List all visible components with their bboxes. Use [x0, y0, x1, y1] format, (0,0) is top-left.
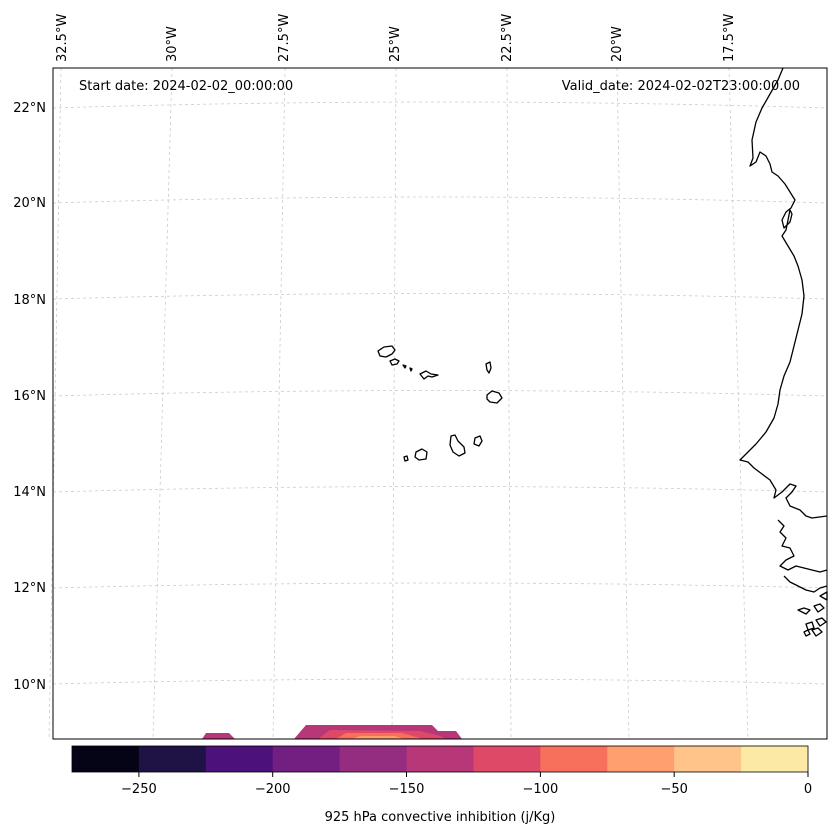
- cb-tick-label: −200: [255, 782, 291, 797]
- lon-label-30w: 30°W: [165, 26, 180, 62]
- colorbar-ticks: −250 −200 −150 −100 −50 0: [121, 772, 812, 797]
- colorbar-segment: [406, 746, 474, 772]
- colorbar-segment: [674, 746, 742, 772]
- lon-label-20w: 20°W: [610, 26, 625, 62]
- grid-lat-18: [52, 293, 828, 300]
- cin-patch-inner-3: [352, 736, 404, 739]
- bijagos-islands: [797, 591, 828, 637]
- island-branco: [409, 367, 413, 372]
- map-background: [53, 68, 827, 739]
- grid-lat-12: [52, 582, 828, 589]
- island-sal: [485, 361, 492, 374]
- lon-label-27-5w: 27.5°W: [277, 14, 292, 62]
- cb-tick-label: −250: [121, 782, 157, 797]
- island-fogo: [414, 448, 428, 461]
- colorbar-segment: [72, 746, 140, 772]
- grid-lon-32-5: [48, 67, 62, 740]
- cb-tick-label: −150: [389, 782, 425, 797]
- island-santo-antao: [377, 345, 396, 358]
- colorbar-segment: [272, 746, 341, 772]
- lon-label-25w: 25°W: [388, 26, 403, 62]
- lat-label-20n: 20°N: [13, 196, 46, 211]
- island-brava: [403, 455, 409, 462]
- grid-lon-17-5: [728, 67, 749, 740]
- colorbar-segment: [138, 746, 207, 772]
- colorbar-segment: [473, 746, 541, 772]
- island-santa-luzia: [402, 364, 407, 369]
- lon-label-17-5w: 17.5°W: [722, 14, 737, 62]
- lon-label-32-5w: 32.5°W: [55, 14, 70, 62]
- graticule: [48, 67, 828, 740]
- island-maio: [473, 435, 483, 447]
- start-date-label: Start date: 2024-02-02_00:00:00: [79, 79, 293, 94]
- lat-label-16n: 16°N: [13, 389, 46, 404]
- lon-label-22-5w: 22.5°W: [500, 14, 515, 62]
- grid-lat-16: [52, 390, 828, 397]
- lat-label-12n: 12°N: [13, 581, 46, 596]
- lat-label-22n: 22°N: [13, 101, 46, 116]
- island-sao-vicente: [389, 358, 400, 366]
- grid-lon-30: [152, 67, 173, 740]
- grid-lon-25: [391, 67, 397, 740]
- gambia-senegal-coast: [777, 519, 828, 573]
- grid-lat-10: [52, 678, 828, 685]
- cape-verde-islands: [377, 345, 503, 462]
- cin-patch-left: [202, 733, 235, 739]
- cb-tick-label: −100: [523, 782, 559, 797]
- colorbar-segment: [607, 746, 675, 772]
- lat-label-10n: 10°N: [13, 678, 46, 693]
- grid-lon-27-5: [272, 67, 286, 740]
- colorbar-label: 925 hPa convective inhibition (j/Kg): [325, 810, 556, 825]
- colorbar: [72, 746, 809, 772]
- guinea-bissau-coast: [783, 575, 828, 593]
- lat-label-18n: 18°N: [13, 293, 46, 308]
- cb-tick-label: −50: [660, 782, 687, 797]
- colorbar-segment: [540, 746, 608, 772]
- island-sao-nicolau: [419, 370, 439, 380]
- colorbar-segment: [741, 746, 809, 772]
- valid-date-label: Valid_date: 2024-02-02T23:00:00.00: [562, 79, 800, 94]
- grid-lat-20: [52, 196, 828, 204]
- grid-lon-20: [616, 67, 630, 740]
- west-africa-coastline: [739, 67, 828, 519]
- grid-lat-22: [52, 101, 828, 109]
- cin-field: [202, 725, 462, 739]
- island-boa-vista: [486, 390, 503, 404]
- colorbar-segment: [339, 746, 408, 772]
- longitude-labels: 32.5°W 30°W 27.5°W 25°W 22.5°W 20°W 17.5…: [55, 14, 737, 62]
- lat-label-14n: 14°N: [13, 485, 46, 500]
- cb-tick-label: 0: [804, 782, 812, 797]
- grid-lon-22-5: [506, 67, 512, 740]
- island-santiago: [449, 434, 466, 457]
- colorbar-frame: [71, 745, 809, 773]
- map-frame: [52, 67, 828, 740]
- colorbar-segment: [205, 746, 274, 772]
- latitude-labels: 22°N 20°N 18°N 16°N 14°N 12°N 10°N: [13, 101, 46, 693]
- grid-lat-14: [52, 486, 828, 493]
